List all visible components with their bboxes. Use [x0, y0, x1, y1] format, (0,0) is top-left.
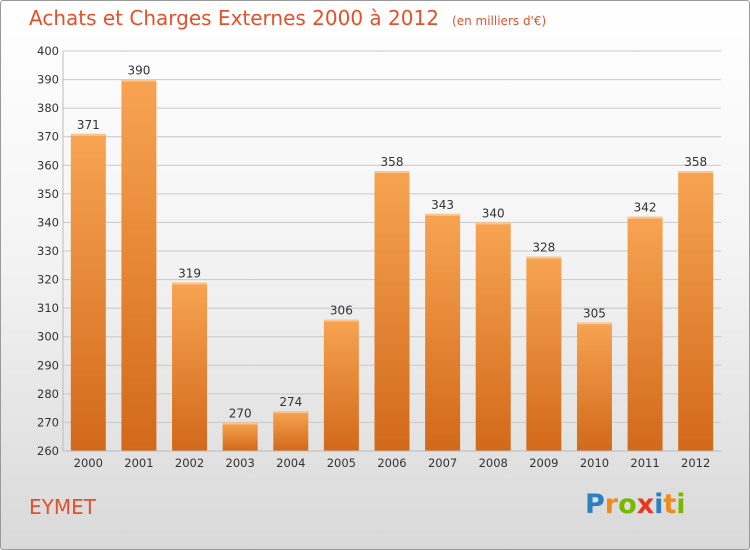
bar-top-edge [425, 213, 461, 216]
bar [526, 256, 562, 451]
bar-top-edge [323, 319, 359, 322]
bar [273, 411, 309, 451]
bar-top-edge [576, 322, 612, 325]
x-tick-label: 2006 [377, 456, 406, 470]
bar-value-label: 371 [77, 118, 100, 132]
bar [222, 422, 258, 451]
bar-value-label: 270 [229, 406, 252, 420]
y-tick-label: 390 [37, 73, 59, 87]
bar-top-edge [678, 171, 714, 173]
bar [627, 216, 663, 451]
bar-value-label: 328 [532, 241, 555, 255]
x-tick-label: 2003 [226, 456, 255, 470]
y-tick-label: 290 [37, 358, 59, 372]
logo-letter: r [604, 489, 619, 520]
y-tick-label: 310 [37, 301, 59, 315]
y-tick-label: 380 [37, 101, 59, 115]
y-tick-label: 370 [37, 130, 59, 144]
x-tick-label: 2007 [428, 456, 457, 470]
bar-top-edge [627, 216, 663, 219]
bar-top-edge [526, 256, 562, 259]
x-tick-label: 2002 [175, 456, 204, 470]
bar-value-label: 319 [178, 266, 201, 280]
y-tick-label: 280 [37, 387, 59, 401]
y-tick-label: 300 [37, 330, 59, 344]
bar-value-label: 358 [381, 155, 404, 169]
bar [70, 133, 106, 451]
y-tick-label: 350 [37, 187, 59, 201]
bar-value-label: 306 [330, 304, 353, 318]
bars-layer [70, 79, 714, 452]
logo-letter: P [585, 489, 605, 520]
x-tick-label: 2012 [681, 456, 710, 470]
logo-letter: o [618, 489, 637, 520]
commune-name: EYMET [29, 495, 96, 519]
logo-letter: x [636, 489, 655, 520]
chart-title: Achats et Charges Externes 2000 à 2012 [29, 6, 439, 30]
bar-top-edge [121, 79, 157, 82]
bar-top-edge [374, 171, 410, 173]
logo-letter: t [663, 489, 677, 520]
y-tick-label: 270 [37, 415, 59, 429]
x-tick-label: 2011 [630, 456, 659, 470]
bar-value-label: 390 [127, 64, 150, 78]
logo-letter: i [676, 489, 686, 520]
bar [323, 319, 359, 451]
y-tick-label: 260 [37, 444, 59, 458]
x-tick-label: 2001 [124, 456, 153, 470]
bar-value-label: 342 [634, 201, 657, 215]
bar-top-edge [273, 411, 309, 413]
bar [121, 79, 157, 452]
x-tick-label: 2004 [276, 456, 305, 470]
x-tick-label: 2000 [74, 456, 103, 470]
x-tick-label: 2005 [327, 456, 356, 470]
bar [475, 222, 511, 451]
value-labels-layer: 371 390 319 270 274 306 358 343 340 328 305 342 358 [77, 64, 707, 421]
y-tick-label: 360 [37, 158, 59, 172]
bar-value-label: 343 [431, 198, 454, 212]
y-tick-label: 400 [37, 44, 59, 58]
title-row: Achats et Charges Externes 2000 à 2012 (… [29, 6, 546, 30]
bar-value-label: 274 [279, 395, 302, 409]
y-tick-label: 330 [37, 244, 59, 258]
logo-letter: i [654, 489, 664, 520]
y-axis: 260 270 280 290 300 310 320 330 340 350 360 370 380 3… [37, 44, 721, 458]
x-tick-label: 2009 [529, 456, 558, 470]
y-tick-label: 340 [37, 215, 59, 229]
x-tick-label: 2010 [580, 456, 609, 470]
chart-subtitle: (en milliers d'€) [452, 14, 547, 28]
x-tick-label: 2008 [479, 456, 508, 470]
bar-value-label: 358 [684, 155, 707, 169]
bar [172, 282, 208, 451]
bar [678, 171, 714, 451]
x-axis: 2000 2001 2002 2003 2004 2005 2006 2007 2008 2009… [74, 456, 711, 470]
bar-value-label: 340 [482, 206, 505, 220]
bar-top-edge [172, 282, 208, 285]
y-tick-label: 320 [37, 273, 59, 287]
bar-top-edge [70, 133, 106, 136]
bar [576, 322, 612, 451]
bar [374, 171, 410, 451]
bar-value-label: 305 [583, 306, 606, 320]
bar [425, 213, 461, 451]
bar-top-edge [475, 222, 511, 225]
bar-top-edge [222, 422, 258, 425]
proxiti-logo: Proxiti [585, 489, 686, 520]
